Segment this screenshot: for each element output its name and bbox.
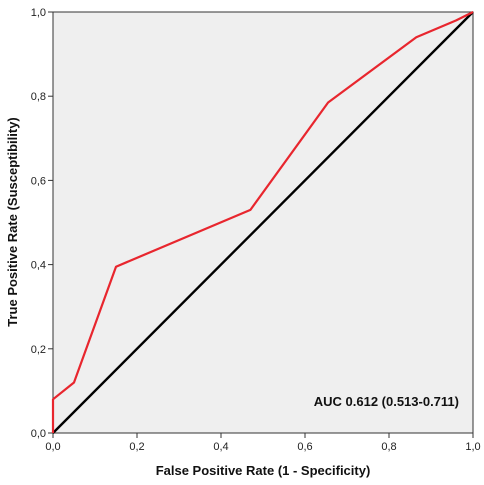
x-tick-label: 0,2 [129, 441, 144, 453]
x-tick-label: 0,0 [45, 441, 60, 453]
y-tick-label: 0,8 [31, 91, 46, 103]
reference-diagonal-line [52, 11, 474, 434]
x-axis-ticks: 0,0 0,2 0,4 0,6 0,8 1,0 [45, 433, 481, 453]
x-tick-label: 1,0 [465, 441, 480, 453]
y-tick-label: 1,0 [31, 7, 46, 19]
y-axis-title: True Positive Rate (Susceptibility) [5, 117, 20, 327]
series-layer [51, 11, 474, 434]
auc-annotation: AUC 0.612 (0.513-0.711) [314, 394, 459, 409]
y-tick-label: 0,2 [31, 344, 46, 356]
x-axis-title: False Positive Rate (1 - Specificity) [156, 463, 371, 478]
y-tick-label: 0,4 [31, 260, 46, 272]
y-tick-label: 0,0 [31, 428, 46, 440]
y-tick-label: 0,6 [31, 175, 46, 187]
x-tick-label: 0,6 [297, 441, 312, 453]
y-axis-ticks: 0,0 0,2 0,4 0,6 0,8 1,0 [31, 7, 53, 440]
x-tick-label: 0,4 [213, 441, 228, 453]
x-tick-label: 0,8 [381, 441, 396, 453]
roc-curve-line [51, 11, 474, 433]
